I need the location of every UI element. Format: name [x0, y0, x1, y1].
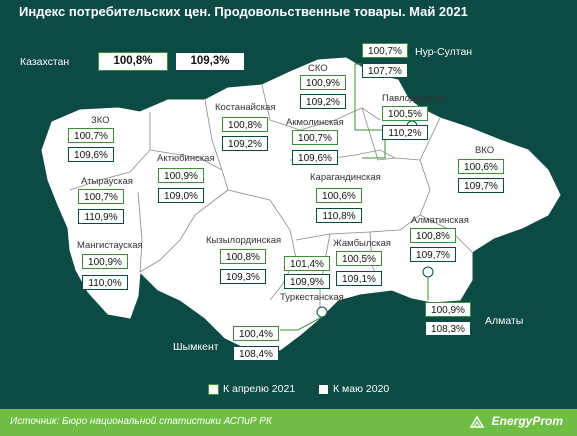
region-apr-almaty-region: 100,8%	[410, 228, 456, 243]
region-label-shymkent: Шымкент	[173, 341, 219, 353]
legend-swatch-may	[318, 384, 329, 395]
energyprom-logo-icon	[469, 415, 485, 428]
region-may-sko: 109,2%	[300, 94, 346, 109]
region-may-zhambyl: 109,1%	[336, 271, 382, 286]
region-apr-turkestan: 101,4%	[284, 256, 330, 271]
region-label-mangistau: Мангистауская	[77, 240, 143, 251]
region-label-almaty-city: Алматы	[485, 315, 524, 327]
source-text: Источник: Бюро национальной статистики А…	[10, 416, 272, 427]
region-apr-atyrau: 100,7%	[78, 189, 124, 204]
shymkent-marker	[316, 306, 328, 318]
kazakhstan-label: Казахстан	[20, 56, 70, 68]
region-may-kyzylorda: 109,3%	[220, 269, 266, 284]
region-may-kostanay: 109,2%	[222, 136, 268, 151]
region-apr-aktobe: 100,9%	[158, 168, 204, 183]
region-may-turkestan: 109,9%	[284, 274, 330, 289]
region-apr-sko: 100,9%	[300, 75, 346, 90]
region-may-vko: 109,7%	[458, 178, 504, 193]
kazakhstan-apr-value: 100,8%	[98, 52, 168, 71]
region-label-zko: ЗКО	[91, 115, 110, 126]
region-label-aktobe: Актюбинская	[157, 153, 215, 164]
region-label-kostanay: Костанайская	[215, 102, 276, 113]
region-may-akmola: 109,6%	[292, 150, 338, 165]
region-label-vko: ВКО	[475, 145, 495, 156]
region-apr-zko: 100,7%	[68, 128, 114, 143]
region-borders	[69, 84, 473, 318]
almaty-marker	[422, 266, 434, 278]
region-apr-pavlodar: 100,5%	[382, 106, 428, 121]
region-apr-kostanay: 100,8%	[222, 117, 268, 132]
page-title: Индекс потребительских цен. Продовольств…	[19, 4, 468, 19]
region-may-almaty-region: 109,7%	[410, 247, 456, 262]
legend-label-apr: К апрелю 2021	[223, 383, 296, 395]
region-may-nur-sultan: 107,7%	[362, 63, 408, 78]
region-may-shymkent: 108,4%	[233, 346, 279, 361]
region-apr-akmola: 100,7%	[292, 130, 338, 145]
region-label-zhambyl: Жамбылская	[333, 238, 391, 249]
region-label-pavlodar: Павлодарская	[382, 93, 446, 104]
region-apr-nur-sultan: 100,7%	[362, 43, 408, 58]
region-may-karaganda: 110,8%	[316, 208, 362, 223]
region-may-almaty-city: 108,3%	[425, 321, 471, 336]
region-apr-shymkent: 100,4%	[233, 326, 279, 341]
footer-bar: Источник: Бюро национальной статистики А…	[0, 409, 577, 436]
region-label-almaty-region: Алматинская	[411, 215, 469, 226]
region-label-karaganda: Карагандинская	[310, 172, 381, 183]
region-label-akmola: Акмолинская	[286, 117, 344, 128]
region-label-nur-sultan: Нур-Султан	[415, 46, 473, 58]
region-label-sko: СКО	[308, 63, 328, 74]
region-apr-vko: 100,6%	[458, 159, 504, 174]
region-label-turkestan: Туркестанская	[280, 292, 344, 303]
brand-logo: EnergyProm	[491, 414, 563, 428]
region-may-atyrau: 110,9%	[78, 209, 124, 224]
region-apr-karaganda: 100,6%	[316, 188, 362, 203]
region-may-mangistau: 110,0%	[82, 275, 128, 290]
region-label-kyzylorda: Кызылординская	[206, 235, 282, 246]
region-apr-mangistau: 100,9%	[82, 254, 128, 269]
legend-swatch-apr	[208, 384, 219, 395]
region-may-zko: 109,6%	[68, 147, 114, 162]
region-apr-zhambyl: 100,5%	[336, 251, 382, 266]
region-apr-almaty-city: 100,9%	[425, 302, 471, 317]
legend-label-may: К маю 2020	[333, 383, 390, 395]
region-may-aktobe: 109,0%	[158, 188, 204, 203]
region-apr-kyzylorda: 100,8%	[220, 249, 266, 264]
kazakhstan-may-value: 109,3%	[175, 52, 245, 71]
map-shape	[41, 57, 561, 351]
region-label-atyrau: Атырауская	[81, 176, 133, 187]
region-may-pavlodar: 110,2%	[382, 125, 428, 140]
